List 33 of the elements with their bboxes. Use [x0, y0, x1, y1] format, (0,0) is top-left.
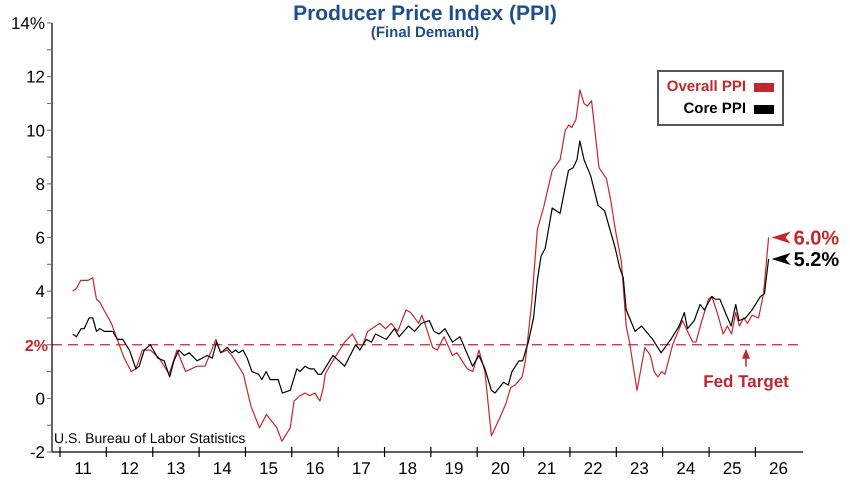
legend-label: Overall PPI [666, 77, 746, 97]
legend-label: Core PPI [683, 99, 746, 119]
x-tick-label: 19 [444, 459, 464, 478]
annotation: Fed Target [703, 372, 790, 391]
x-tick-label: 17 [352, 459, 371, 478]
y-tick-label: 6 [36, 228, 45, 248]
chart-subtitle: (Final Demand) [370, 24, 480, 42]
annotation: U.S. Bureau of Labor Statistics [54, 430, 246, 446]
x-tick-label: 21 [537, 459, 556, 478]
x-tick-label: 13 [166, 459, 186, 478]
x-tick-label: 24 [676, 459, 696, 478]
x-tick-label: 20 [490, 459, 510, 478]
x-tick-label: 26 [769, 459, 788, 478]
ref-line-label: 2% [24, 338, 48, 355]
x-tick-label: 16 [306, 459, 324, 478]
x-tick-label: 11 [74, 459, 92, 478]
y-tick-label: 0 [36, 389, 45, 408]
y-tick-label: 12 [26, 68, 45, 87]
annotation: 6.0% [794, 228, 840, 250]
x-tick-label: 12 [120, 459, 140, 478]
chart-title: Producer Price Index (PPI) [293, 2, 557, 25]
x-tick-label: 18 [398, 459, 418, 478]
x-tick-label: 25 [722, 459, 742, 478]
y-tick-label: 10 [26, 121, 45, 140]
x-tick-label: 23 [630, 459, 649, 478]
x-tick-label: 15 [259, 459, 278, 478]
y-tick-label: 4 [36, 282, 45, 302]
y-tick-label: -2 [30, 443, 45, 462]
y-tick-label: 8 [36, 174, 45, 194]
x-tick-label: 22 [584, 459, 603, 478]
annotation: 5.2% [794, 248, 840, 271]
x-tick-label: 14 [212, 459, 232, 478]
y-tick-label: 14% [10, 14, 45, 33]
